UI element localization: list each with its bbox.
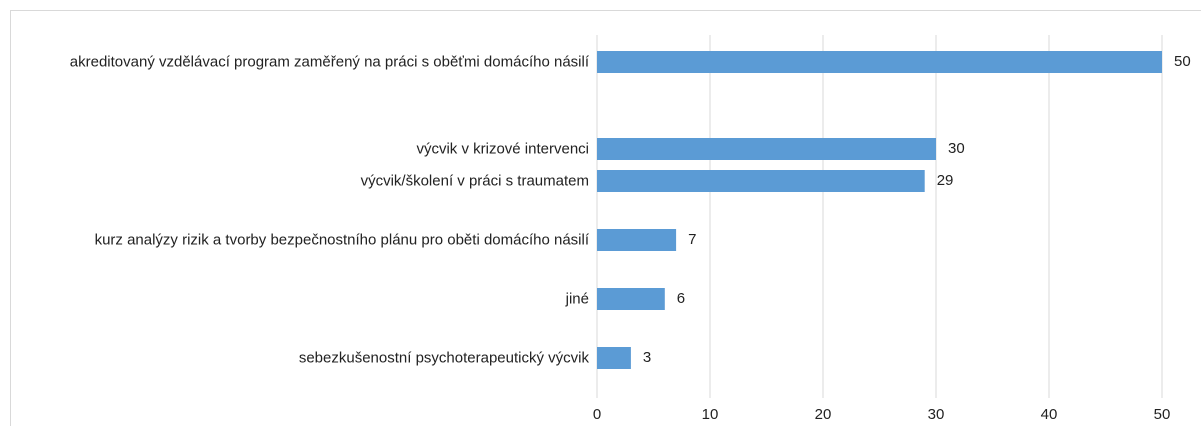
value-label: 50: [1174, 53, 1191, 70]
bar: [597, 170, 925, 192]
value-label: 29: [937, 172, 954, 189]
bar: [597, 288, 665, 310]
x-tick-label: 20: [815, 406, 832, 423]
y-tick-label: akreditovaný vzdělávací program zaměřený…: [19, 52, 589, 73]
chart-border: [10, 10, 1201, 426]
x-tick-label: 30: [928, 406, 945, 423]
bar: [597, 51, 1162, 73]
value-label: 3: [643, 349, 651, 366]
y-tick-label: jiné: [19, 289, 589, 310]
y-tick-label: výcvik v krizové intervenci: [19, 139, 589, 160]
x-tick-label: 50: [1154, 406, 1171, 423]
x-tick-label: 0: [593, 406, 601, 423]
bar: [597, 229, 677, 251]
value-label: 6: [677, 290, 685, 307]
category-text: akreditovaný vzdělávací program zaměřený…: [69, 53, 589, 71]
y-tick-label: výcvik/školení v práci s traumatem: [19, 171, 589, 192]
value-label: 30: [948, 140, 965, 157]
y-tick-label: sebezkušenostní psychoterapeutický výcvi…: [19, 348, 589, 369]
category-text: kurz analýzy rizik a tvorby bezpečnostní…: [94, 231, 589, 249]
x-tick-label: 40: [1041, 406, 1058, 423]
category-text: sebezkušenostní psychoterapeutický výcvi…: [298, 349, 589, 367]
category-text: výcvik/školení v práci s traumatem: [360, 172, 589, 190]
x-tick-label: 10: [702, 406, 719, 423]
y-tick-label: kurz analýzy rizik a tvorby bezpečnostní…: [19, 230, 589, 251]
bar: [597, 347, 631, 369]
value-label: 7: [688, 231, 696, 248]
bar: [597, 138, 936, 160]
category-text: výcvik v krizové intervenci: [416, 140, 589, 158]
category-text: jiné: [565, 290, 589, 308]
